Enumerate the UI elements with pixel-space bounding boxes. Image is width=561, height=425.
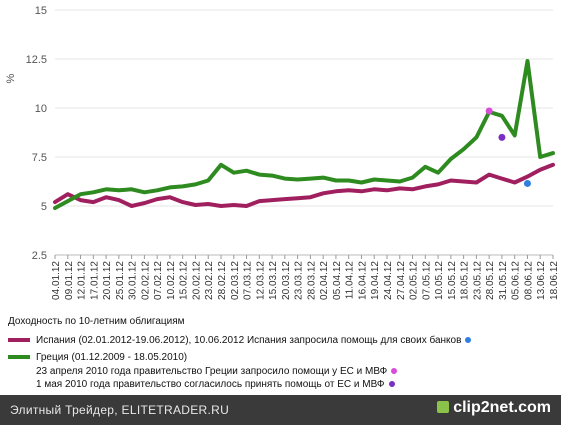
x-tick-label-2: 12.01.12 [77, 261, 88, 300]
x-tick-label-15: 07.03.12 [243, 261, 254, 300]
brand-text: clip2net.com [453, 399, 551, 416]
x-tick-label-18: 20.03.12 [281, 261, 292, 300]
y-axis-label: % [5, 73, 17, 83]
legend-note-2-text: 1 мая 2010 года правительство согласилос… [36, 379, 385, 390]
legend-label-spain: Испания (02.01.2012-19.06.2012), 10.06.2… [36, 335, 462, 346]
series-line-1 [53, 59, 555, 210]
x-tick-label-37: 08.06.12 [523, 261, 534, 300]
y-tick-label-3: 10 [35, 103, 47, 115]
footer-bar: Элитный Трейдер, ELITETRADER.RU clip2net… [0, 395, 561, 425]
x-tick-label-26: 24.04.12 [383, 261, 394, 300]
y-tick-label-4: 12.5 [26, 54, 47, 66]
x-tick-label-35: 31.05.12 [498, 261, 509, 300]
legend-note-1-text: 23 апреля 2010 года правительство Греции… [36, 366, 388, 377]
event-marker-0 [485, 107, 493, 115]
x-tick-label-7: 02.02.12 [140, 261, 151, 300]
x-tick-label-34: 28.05.12 [485, 261, 496, 300]
x-tick-label-6: 30.01.12 [128, 261, 139, 300]
y-tick-label-5: 15 [35, 5, 47, 17]
legend-swatch-greece [8, 355, 30, 360]
chart-plot: 2.5 5 7.5 10 12.5 15% 04.01.12 09.01.12 12.01.12… [5, 5, 560, 300]
x-tick-label-3: 17.01.12 [89, 261, 100, 300]
x-tick-label-21: 02.04.12 [319, 261, 330, 300]
y-tick-label-0: 2.5 [32, 250, 47, 262]
x-tick-label-32: 18.05.12 [460, 261, 471, 300]
x-tick-label-12: 23.02.12 [204, 261, 215, 300]
brand-logo[interactable]: clip2net.com [437, 399, 551, 417]
legend-note-greece-request: 23 апреля 2010 года правительство Греции… [36, 366, 398, 377]
legend-swatch-spain [8, 338, 30, 343]
legend-label-greece: Греция (01.12.2009 - 18.05.2010) [36, 352, 188, 363]
x-tick-label-19: 23.03.12 [294, 261, 305, 300]
event-marker-2 [523, 179, 531, 187]
series-line-0 [53, 162, 555, 208]
x-tick-label-33: 23.05.12 [472, 261, 483, 300]
x-tick-label-27: 27.04.12 [396, 261, 407, 300]
x-tick-label-13: 28.02.12 [217, 261, 228, 300]
legend-dot-note-1 [391, 368, 398, 375]
x-tick-label-14: 02.03.12 [230, 261, 241, 300]
legend-item-spain: Испания (02.01.2012-19.06.2012), 10.06.2… [8, 335, 472, 346]
legend-item-greece: Греция (01.12.2009 - 18.05.2010) [8, 352, 187, 363]
x-tick-label-29: 07.05.12 [421, 261, 432, 300]
x-tick-label-22: 05.04.12 [332, 261, 343, 300]
legend-heading: Доходность по 10-летним облигациям [8, 316, 185, 327]
legend-dot-spain [465, 337, 472, 344]
y-tick-label-1: 5 [41, 201, 47, 213]
x-tick-label-36: 05.06.12 [511, 261, 522, 300]
x-tick-label-8: 07.02.12 [153, 261, 164, 300]
x-tick-label-16: 12.03.12 [255, 261, 266, 300]
x-tick-label-30: 10.05.12 [434, 261, 445, 300]
x-tick-label-17: 15.03.12 [268, 261, 279, 300]
x-tick-label-1: 09.01.12 [64, 261, 75, 300]
x-tick-label-31: 15.05.12 [447, 261, 458, 300]
clip2net-icon [437, 401, 450, 413]
x-tick-label-38: 13.06.12 [536, 261, 547, 300]
footer-text: Элитный Трейдер, ELITETRADER.RU [10, 403, 230, 417]
y-tick-label-2: 7.5 [32, 152, 47, 164]
x-tick-label-20: 28.03.12 [306, 261, 317, 300]
x-tick-label-5: 25.01.12 [115, 261, 126, 300]
legend-dot-note-2 [388, 381, 395, 388]
x-tick-label-11: 20.02.12 [191, 261, 202, 300]
x-tick-label-24: 16.04.12 [357, 261, 368, 300]
event-marker-1 [498, 133, 506, 141]
x-tick-label-0: 04.01.12 [51, 261, 62, 300]
legend-note-greece-accept: 1 мая 2010 года правительство согласилос… [36, 379, 395, 390]
x-tick-label-10: 15.02.12 [179, 261, 190, 300]
x-tick-label-39: 18.06.12 [549, 261, 560, 300]
x-tick-label-28: 02.05.12 [409, 261, 420, 300]
x-tick-label-25: 19.04.12 [370, 261, 381, 300]
x-tick-label-4: 20.01.12 [102, 261, 113, 300]
x-tick-label-9: 10.02.12 [166, 261, 177, 300]
x-tick-label-23: 11.04.12 [345, 261, 356, 300]
